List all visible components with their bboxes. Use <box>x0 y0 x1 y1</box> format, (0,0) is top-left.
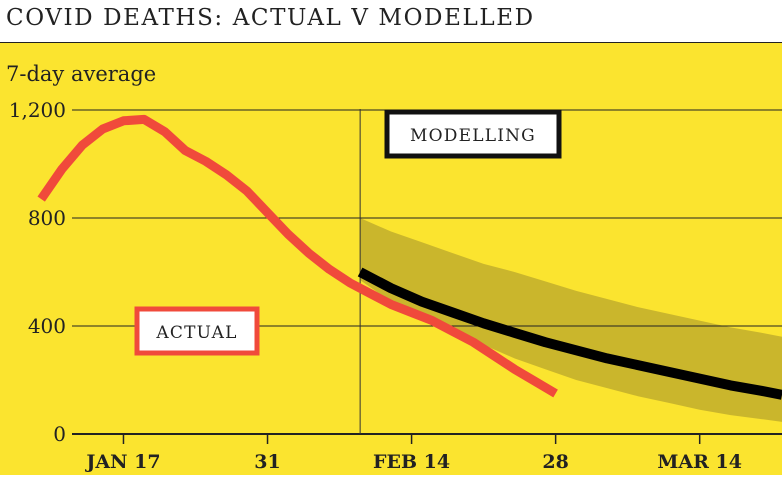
modelled-line <box>357 267 782 400</box>
chart-title: COVID DEATHS: ACTUAL V MODELLED <box>6 5 535 31</box>
x-tick-label: 28 <box>542 451 568 473</box>
y-tick-label: 0 <box>53 422 66 446</box>
actual-line <box>37 114 558 398</box>
y-tick-label: 400 <box>28 314 66 338</box>
x-tick-label: MAR 14 <box>657 451 742 473</box>
modelling-label: MODELLING <box>410 126 536 146</box>
y-tick-label: 1,200 <box>9 98 66 122</box>
chart-header: COVID DEATHS: ACTUAL V MODELLED <box>0 0 782 43</box>
x-tick-label: 31 <box>254 451 280 473</box>
y-tick-label: 800 <box>28 206 66 230</box>
modelling-label-border <box>384 109 562 159</box>
actual-label-border <box>134 306 260 356</box>
modelling-label-box: MODELLING <box>384 109 562 159</box>
y-axis-label: 7-day average <box>6 62 156 86</box>
actual-label-box: ACTUAL <box>134 306 260 356</box>
chart-svg: JAN 17 31 FEB 14 28 MAR 14 0 400 800 1,200 7-da… <box>0 43 782 475</box>
x-tick-label: JAN 17 <box>84 451 160 473</box>
chart-area: JAN 17 31 FEB 14 28 MAR 14 0 400 800 1,200 7-da… <box>0 43 782 475</box>
x-tick-label: FEB 14 <box>373 451 450 473</box>
actual-label: ACTUAL <box>155 323 237 343</box>
